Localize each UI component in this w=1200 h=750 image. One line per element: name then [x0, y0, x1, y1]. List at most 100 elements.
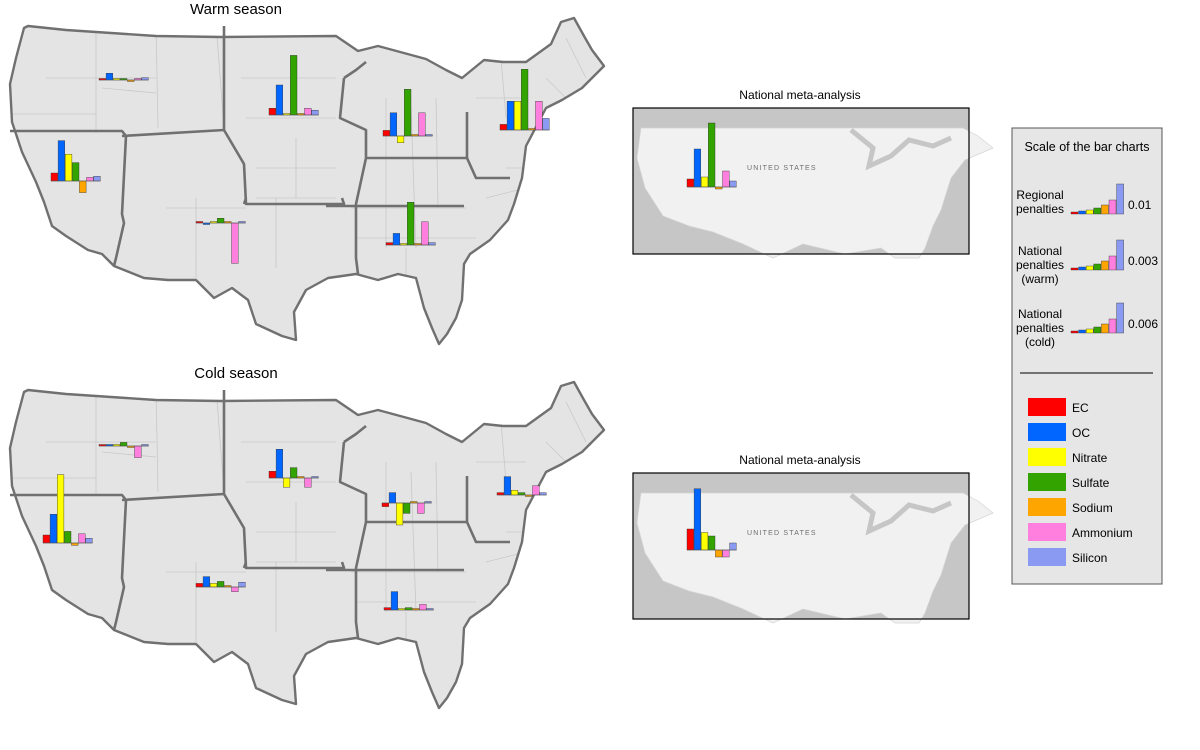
bar-charts: [42, 55, 737, 611]
cold-south-bar-silicon: [238, 582, 246, 588]
cold-national-map-label: UNITED STATES: [747, 530, 817, 537]
cold-national-bar-oc: [693, 488, 701, 551]
legend-label: Sodium: [1072, 501, 1113, 515]
cold-national-bar-sulfate: [708, 535, 716, 551]
warm-ohio-valley-bar-nitrate: [397, 135, 405, 144]
legend-item-ammonium: Ammonium: [1028, 523, 1133, 541]
warm-national-bar-silicon: [729, 180, 737, 188]
cold-west-bar-sodium: [71, 542, 79, 546]
warm-west-bar-ec: [50, 172, 58, 182]
cold-northeast-bar-ec: [496, 492, 504, 496]
warm-west-bar-silicon: [93, 175, 101, 182]
warm-ohio-valley-bar-ec: [382, 130, 390, 137]
warm-southeast-bar-chart: [385, 201, 436, 246]
cold-upper-midwest-bar-ec: [268, 471, 276, 479]
legend-swatch: [1028, 523, 1066, 541]
legend-scale-value: 0.003: [1128, 254, 1158, 268]
cold-northeast-bar-oc: [503, 476, 512, 496]
cold-ohio-valley-bar-nitrate: [396, 502, 404, 526]
cold-national-bar-ec: [686, 528, 694, 551]
warm-south-bar-ammonium: [231, 222, 239, 264]
legend-scale-bar: [1108, 199, 1117, 215]
cold-national-bar-nitrate: [701, 532, 709, 551]
warm-west-bar-sodium: [79, 180, 87, 193]
legend-label: Nitrate: [1072, 451, 1108, 465]
warm-west-bar-chart: [50, 140, 101, 193]
warm-northwest-bar-chart: [98, 72, 149, 82]
warm-ohio-valley-bar-ammonium: [418, 112, 426, 137]
warm-region-borders: [10, 26, 510, 275]
legend-item-nitrate: Nitrate: [1028, 448, 1108, 466]
cold-northeast-bar-sulfate: [518, 492, 526, 496]
cold-season-title: Cold season: [194, 365, 277, 382]
warm-southeast-bar-sulfate: [407, 201, 415, 246]
legend-scale-label: National: [1018, 244, 1062, 258]
cold-west-bar-oc: [49, 514, 57, 544]
legend-scale-bar: [1108, 318, 1117, 334]
warm-national-frame: [632, 107, 970, 255]
warm-west-bar-ammonium: [86, 177, 94, 182]
cold-south-bar-ec: [195, 583, 203, 588]
legend-swatch: [1028, 423, 1066, 441]
cold-southeast-bar-chart: [383, 591, 434, 611]
warm-ohio-valley-bar-chart: [382, 88, 433, 144]
legend-item-oc: OC: [1028, 423, 1090, 441]
cold-great-lakes: [849, 493, 953, 536]
cold-ohio-valley-bar-ec: [381, 502, 389, 507]
warm-west-bar-oc: [57, 140, 65, 182]
legend-scale-label: penalties: [1016, 258, 1064, 272]
cold-northeast-bar-ammonium: [532, 485, 540, 496]
warm-southeast-bar-ammonium: [421, 221, 429, 246]
warm-national-bar-nitrate: [701, 176, 709, 188]
cold-ohio-valley-bar-chart: [381, 492, 432, 526]
warm-upper-midwest-bar-silicon: [311, 109, 319, 116]
legend-swatch: [1028, 473, 1066, 491]
warm-west-bar-sulfate: [72, 162, 80, 182]
warm-southeast-bar-silicon: [428, 242, 436, 246]
warm-southeast-bar-oc: [392, 233, 401, 246]
cold-west-bar-chart: [42, 474, 93, 546]
warm-national-bar-ammonium: [722, 170, 730, 188]
legend-scale-bar: [1093, 263, 1102, 271]
warm-southeast-bar-ec: [385, 242, 393, 246]
warm-season-map: [8, 16, 606, 346]
warm-ohio-valley-bar-sulfate: [404, 88, 412, 137]
legend-items: EC OC Nitrate Sulfate Sodium Ammonium Silicon: [1028, 398, 1133, 566]
cold-national-frame: [632, 472, 970, 620]
legend-scale-bar: [1085, 328, 1094, 334]
cold-west-bar-nitrate: [57, 474, 65, 544]
legend-label: Ammonium: [1072, 526, 1133, 540]
cold-upper-midwest-bar-nitrate: [283, 477, 291, 488]
legend-swatch: [1028, 448, 1066, 466]
warm-upper-midwest-bar-chart: [268, 55, 319, 116]
cold-southeast-bar-ammonium: [419, 604, 427, 611]
cold-ohio-valley-bar-ammonium: [417, 502, 425, 514]
warm-northeast-bar-sulfate: [521, 68, 529, 131]
warm-national-bar-sulfate: [708, 122, 716, 188]
legend-scale-bar: [1093, 207, 1102, 215]
legend-scale-bar: [1070, 267, 1079, 271]
legend-label: Sulfate: [1072, 476, 1110, 490]
cold-southeast-bar-ec: [383, 607, 391, 611]
cold-south-bar-chart: [195, 576, 246, 593]
legend-title: Scale of the bar charts: [1024, 140, 1149, 154]
warm-south-bar-sulfate: [217, 217, 225, 224]
legend-item-silicon: Silicon: [1028, 548, 1107, 566]
legend-scale-bar: [1078, 329, 1086, 334]
cold-ohio-valley-bar-sulfate: [403, 502, 411, 514]
cold-south-bar-oc: [202, 576, 211, 588]
cold-national-bar-sodium: [715, 549, 723, 558]
legend-scale-bar: [1085, 209, 1094, 215]
cold-west-bar-ec: [42, 534, 50, 544]
warm-national-bar-ec: [686, 178, 694, 188]
cold-west-bar-silicon: [85, 538, 93, 544]
legend-label: Silicon: [1072, 551, 1107, 565]
cold-northeast-bar-chart: [496, 476, 547, 497]
legend-scale-bar: [1101, 204, 1109, 215]
warm-upper-midwest-bar-oc: [275, 84, 284, 116]
legend-scale-bar: [1116, 183, 1124, 215]
legend-item-sodium: Sodium: [1028, 498, 1113, 516]
legend-scale-label: (cold): [1025, 335, 1055, 349]
legend-swatch: [1028, 498, 1066, 516]
